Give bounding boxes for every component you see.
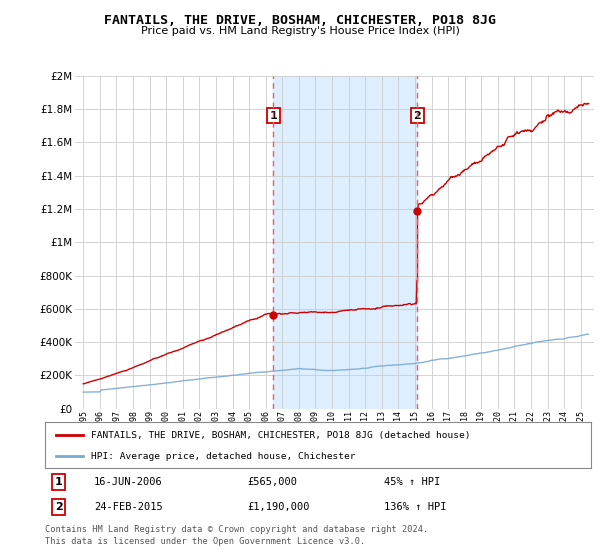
Text: £1,190,000: £1,190,000	[247, 502, 310, 512]
Text: 2: 2	[413, 110, 421, 120]
Text: 24-FEB-2015: 24-FEB-2015	[94, 502, 163, 512]
Text: 136% ↑ HPI: 136% ↑ HPI	[383, 502, 446, 512]
Text: 16-JUN-2006: 16-JUN-2006	[94, 477, 163, 487]
Text: FANTAILS, THE DRIVE, BOSHAM, CHICHESTER, PO18 8JG: FANTAILS, THE DRIVE, BOSHAM, CHICHESTER,…	[104, 14, 496, 27]
Text: FANTAILS, THE DRIVE, BOSHAM, CHICHESTER, PO18 8JG (detached house): FANTAILS, THE DRIVE, BOSHAM, CHICHESTER,…	[91, 431, 471, 440]
Text: 2: 2	[55, 502, 62, 512]
Bar	[274, 76, 417, 409]
Text: £565,000: £565,000	[247, 477, 297, 487]
Text: 1: 1	[55, 477, 62, 487]
Text: Contains HM Land Registry data © Crown copyright and database right 2024.
This d: Contains HM Land Registry data © Crown c…	[45, 525, 428, 546]
Text: HPI: Average price, detached house, Chichester: HPI: Average price, detached house, Chic…	[91, 451, 356, 461]
Text: Price paid vs. HM Land Registry's House Price Index (HPI): Price paid vs. HM Land Registry's House …	[140, 26, 460, 36]
Text: 45% ↑ HPI: 45% ↑ HPI	[383, 477, 440, 487]
Text: 1: 1	[269, 110, 277, 120]
